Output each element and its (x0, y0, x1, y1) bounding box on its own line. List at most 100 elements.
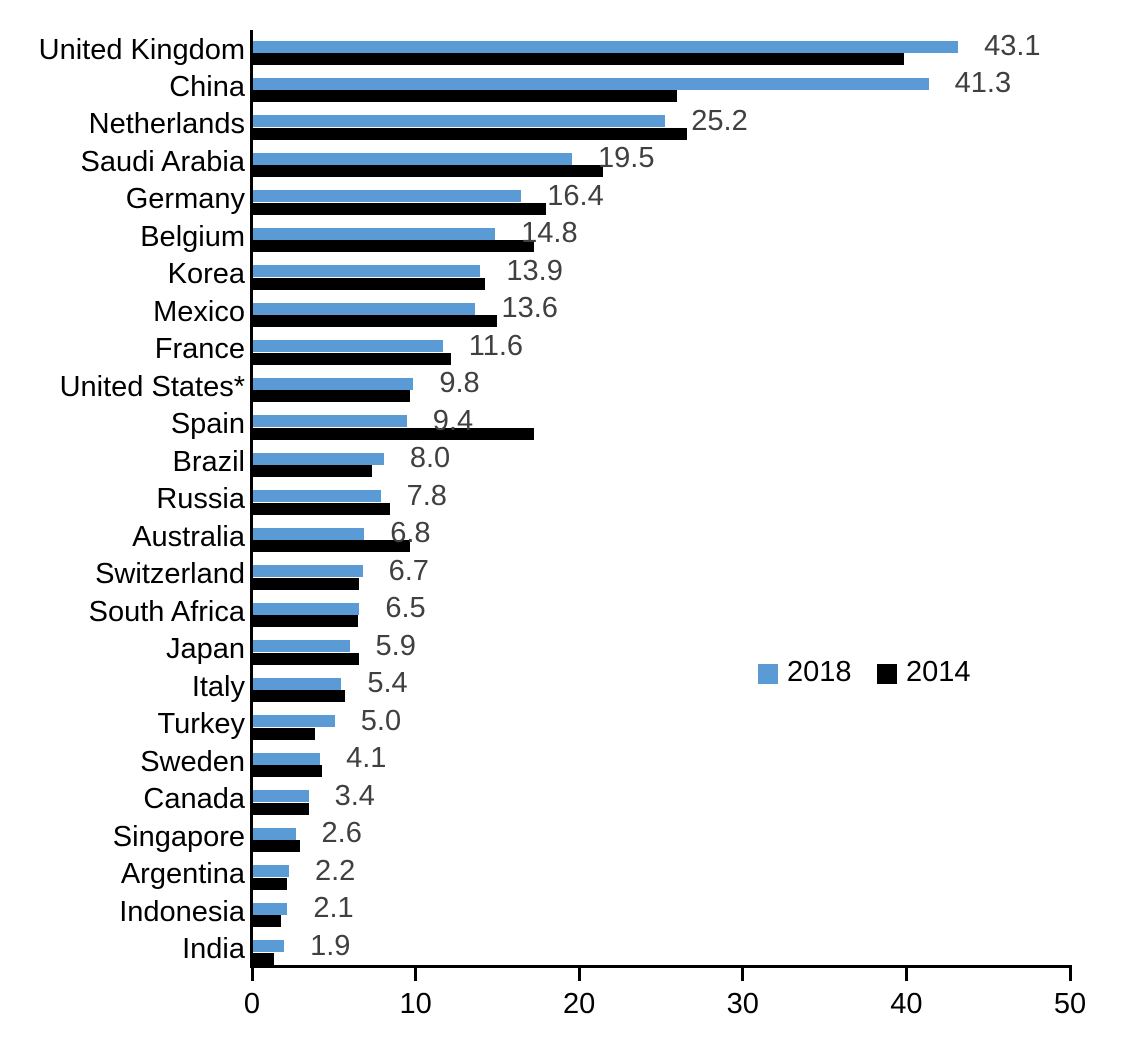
bar-2018-netherlands (253, 115, 666, 128)
value-label-turkey: 5.0 (360, 704, 402, 737)
bar-2014-netherlands (253, 127, 687, 140)
value-label-russia: 7.8 (406, 479, 447, 512)
category-label-russia: Russia (156, 483, 245, 516)
bar-2014-mexico (253, 315, 497, 328)
bar-2018-germany (253, 190, 522, 203)
bar-2014-spain (253, 427, 535, 440)
category-label-korea: Korea (167, 258, 245, 291)
x-tick-label: 40 (890, 988, 923, 1020)
category-label-saudi-arabia: Saudi Arabia (80, 145, 245, 178)
value-label-argentina: 2.2 (314, 854, 356, 887)
value-label-france: 11.6 (468, 329, 524, 362)
bar-2018-mexico (253, 302, 476, 315)
x-tick-label: 10 (399, 988, 432, 1020)
bar-2018-belgium (253, 227, 496, 240)
x-tick-label: 0 (243, 988, 261, 1020)
value-label-korea: 13.9 (506, 254, 563, 287)
bar-2018-indonesia (253, 902, 288, 915)
bar-2014-singapore (253, 840, 301, 853)
bar-2018-united-kingdom (253, 40, 959, 53)
x-tick-mark (904, 968, 908, 981)
value-label-germany: 16.4 (547, 179, 604, 212)
bar-2014-saudi-arabia (253, 165, 604, 178)
bar-2014-united-kingdom (253, 53, 905, 65)
bar-2014-italy (253, 690, 345, 703)
x-tick-label: 20 (563, 988, 596, 1020)
category-label-india: India (182, 933, 245, 966)
value-label-belgium: 14.8 (521, 217, 578, 250)
value-label-japan: 5.9 (375, 629, 416, 662)
y-axis-line (250, 30, 253, 968)
x-tick-label: 30 (726, 988, 759, 1020)
bar-2018-brazil (253, 452, 384, 465)
category-label-italy: Italy (191, 670, 245, 703)
category-label-china: China (169, 70, 245, 103)
legend-swatch-2018 (758, 664, 778, 684)
bar-2018-switzerland (253, 565, 363, 578)
bar-2014-indonesia (253, 915, 281, 928)
bar-2014-turkey (253, 727, 316, 740)
value-label-australia: 6.8 (390, 517, 431, 550)
bar-2018-korea (253, 265, 481, 278)
category-label-belgium: Belgium (140, 220, 245, 253)
bar-2014-switzerland (253, 577, 360, 590)
bar-2018-turkey (253, 715, 335, 728)
bar-2014-south-africa (253, 615, 358, 628)
category-label-canada: Canada (143, 783, 245, 816)
value-label-canada: 3.4 (334, 779, 375, 812)
bar-2018-united-states (253, 377, 414, 390)
value-label-italy: 5.4 (367, 667, 408, 700)
category-label-indonesia: Indonesia (119, 895, 245, 928)
value-label-india: 1.9 (310, 929, 351, 962)
legend-swatch-2014 (877, 664, 897, 684)
bar-2018-japan (253, 640, 350, 653)
bar-2018-spain (253, 415, 407, 428)
x-tick-mark (414, 968, 418, 981)
bar-2014-brazil (253, 465, 373, 478)
bar-2014-sweden (253, 765, 322, 778)
x-tick-mark (741, 968, 745, 981)
bar-2014-canada (253, 802, 309, 815)
value-label-sweden: 4.1 (346, 742, 387, 775)
bar-2014-china (253, 90, 677, 103)
value-label-indonesia: 2.1 (313, 892, 354, 925)
bar-2014-russia (253, 502, 391, 515)
bar-2018-russia (253, 490, 381, 503)
value-label-south-africa: 6.5 (385, 592, 426, 625)
category-label-switzerland: Switzerland (95, 558, 245, 591)
bar-2018-france (253, 340, 443, 353)
x-tick-mark (577, 968, 581, 981)
x-tick-mark (250, 968, 254, 981)
bar-2014-australia (253, 540, 411, 553)
x-tick-label: 50 (1053, 988, 1087, 1020)
bar-2018-canada (253, 790, 309, 803)
bar-2014-india (253, 952, 275, 965)
category-label-france: France (154, 333, 245, 366)
bar-2014-united-states (253, 390, 411, 403)
bar-2018-argentina (253, 865, 289, 878)
category-label-germany: Germany (125, 183, 245, 216)
category-label-australia: Australia (132, 520, 245, 553)
bar-2014-france (253, 352, 451, 365)
legend-label-2014: 2014 (906, 656, 971, 688)
bar-2018-saudi-arabia (253, 152, 573, 165)
value-label-united-kingdom: 43.1 (984, 30, 1041, 62)
legend-label-2018: 2018 (787, 656, 852, 688)
category-label-singapore: Singapore (112, 820, 245, 853)
bar-2018-china (253, 77, 929, 90)
bar-2014-korea (253, 277, 486, 290)
category-label-turkey: Turkey (157, 708, 245, 741)
x-tick-mark (1068, 968, 1072, 981)
value-label-singapore: 2.6 (321, 817, 362, 850)
value-label-saudi-arabia: 19.5 (598, 142, 655, 175)
bar-2018-india (253, 940, 285, 953)
value-label-china: 41.3 (954, 67, 1012, 100)
bar-2018-sweden (253, 752, 321, 765)
category-label-netherlands: Netherlands (88, 108, 245, 141)
category-label-spain: Spain (170, 408, 245, 441)
bar-2018-italy (253, 677, 342, 690)
value-label-brazil: 8.0 (409, 442, 451, 475)
bar-2014-belgium (253, 240, 535, 253)
value-label-mexico: 13.6 (501, 292, 558, 325)
